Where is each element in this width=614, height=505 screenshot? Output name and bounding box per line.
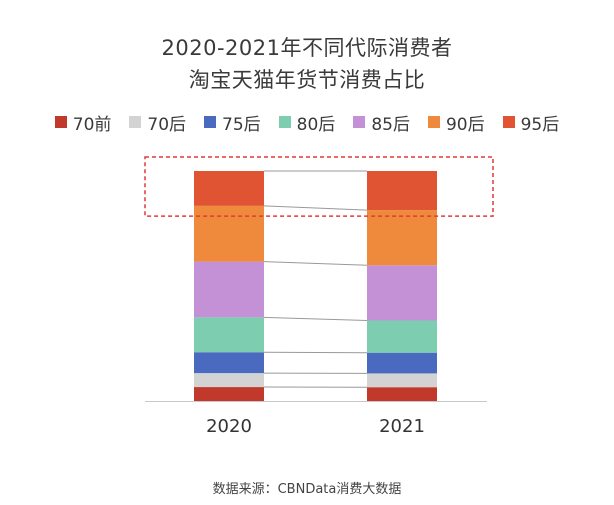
legend-label: 80后 bbox=[296, 114, 336, 135]
bar-segment-2021-80后 bbox=[367, 320, 437, 353]
legend-item-70前: 70前 bbox=[54, 110, 112, 135]
bar-segment-2020-70后 bbox=[194, 373, 264, 388]
legend-item-90后: 90后 bbox=[427, 110, 485, 135]
bar-segment-2020-75后 bbox=[194, 352, 264, 374]
bar-segment-2020-70前 bbox=[194, 387, 264, 401]
bar-segment-2020-80后 bbox=[194, 317, 264, 353]
legend-label: 70后 bbox=[147, 114, 187, 135]
legend-item-85后: 85后 bbox=[353, 110, 410, 135]
legend-item-95后: 95后 bbox=[502, 110, 560, 135]
legend-label: 90后 bbox=[445, 114, 485, 135]
legend-label: 70前 bbox=[72, 114, 112, 135]
chart-legend: 70前 70后 75后 80后 85后 90后 95后 bbox=[0, 110, 614, 135]
bar-segment-2021-95后 bbox=[367, 171, 437, 211]
highlight-box bbox=[144, 156, 494, 217]
connector-line bbox=[263, 261, 368, 266]
bar-segment-2020-90后 bbox=[194, 205, 264, 262]
chart-title-line1: 2020-2021年不同代际消费者 bbox=[161, 36, 453, 60]
bar-segment-2021-70前 bbox=[367, 387, 437, 401]
legend-swatch bbox=[278, 116, 291, 128]
legend-swatch bbox=[353, 116, 366, 128]
legend-item-75后: 75后 bbox=[204, 110, 261, 135]
legend-swatch bbox=[129, 116, 142, 128]
bar-segment-2020-85后 bbox=[194, 261, 264, 318]
chart-title-line2: 淘宝天猫年货节消费占比 bbox=[188, 68, 426, 92]
bar-segment-2021-90后 bbox=[367, 210, 437, 266]
legend-swatch bbox=[54, 116, 67, 128]
bar-segment-2020-95后 bbox=[194, 171, 264, 206]
legend-swatch bbox=[204, 116, 217, 128]
legend-item-70后: 70后 bbox=[129, 110, 186, 135]
legend-label: 85后 bbox=[371, 114, 410, 135]
legend-item-80后: 80后 bbox=[278, 110, 336, 135]
legend-swatch bbox=[427, 116, 440, 128]
bar-segment-2021-70后 bbox=[367, 373, 437, 388]
x-tick-label: 2020 bbox=[206, 416, 252, 437]
x-tick-label: 2021 bbox=[379, 416, 425, 437]
data-source-note: 数据来源：CBNData消费大数据 bbox=[212, 482, 402, 497]
legend-label: 75后 bbox=[222, 114, 261, 135]
legend-swatch bbox=[502, 116, 515, 128]
bar-segment-2021-85后 bbox=[367, 265, 437, 321]
connector-line bbox=[263, 316, 368, 321]
connector-line bbox=[263, 205, 368, 211]
legend-label: 95后 bbox=[520, 114, 560, 135]
bar-segment-2021-75后 bbox=[367, 352, 437, 374]
